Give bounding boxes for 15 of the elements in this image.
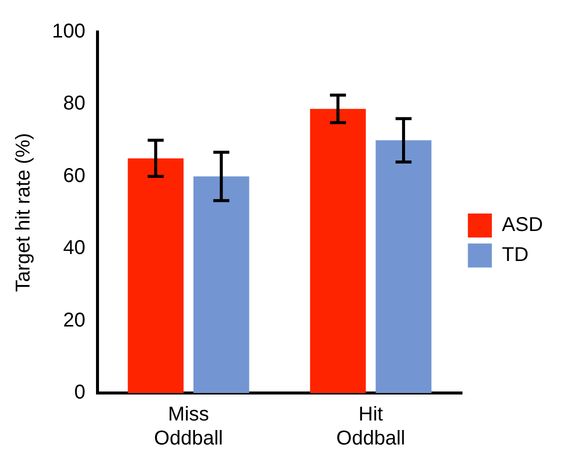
y-tick-label: 100 [52,20,86,43]
x-tick-label: Miss Oddball [154,404,223,450]
bar [310,108,366,393]
y-tick-label: 20 [63,309,86,332]
bar [193,176,250,393]
y-axis-title: Target hit rate (%) [12,133,35,292]
bar [128,158,184,393]
bar [376,140,432,393]
y-tick-label: 40 [63,237,86,260]
legend-label: ASD [502,214,543,236]
x-tick-label: Hit Oddball [336,404,406,450]
y-tick-label: 60 [63,164,86,187]
y-tick-label: 0 [74,382,86,404]
y-tick-label: 80 [63,92,86,115]
legend-label: TD [502,244,529,266]
